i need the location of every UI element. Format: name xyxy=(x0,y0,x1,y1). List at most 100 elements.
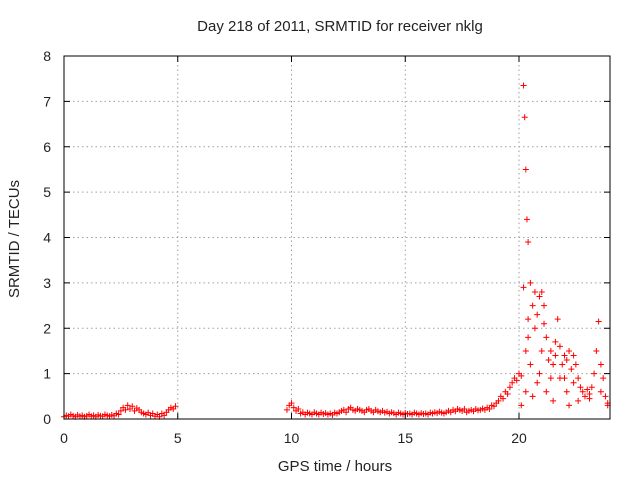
y-tick-label: 4 xyxy=(43,230,51,246)
data-point xyxy=(563,388,570,395)
data-point xyxy=(545,357,552,364)
data-point xyxy=(600,375,607,382)
data-point xyxy=(556,375,563,382)
x-tick-label: 0 xyxy=(60,430,68,446)
data-point xyxy=(575,375,582,382)
data-point xyxy=(568,366,575,373)
x-tick-label: 15 xyxy=(397,430,413,446)
data-point xyxy=(288,400,295,407)
data-point xyxy=(531,288,538,295)
data-point xyxy=(531,325,538,332)
x-tick-label: 20 xyxy=(511,430,527,446)
data-point xyxy=(521,114,528,121)
data-point xyxy=(513,377,520,384)
data-point xyxy=(527,361,534,368)
data-point xyxy=(525,316,532,323)
data-point xyxy=(523,216,530,223)
data-point xyxy=(552,338,559,345)
data-point xyxy=(536,293,543,300)
y-tick-label: 8 xyxy=(43,48,51,64)
data-point xyxy=(461,406,468,413)
data-point xyxy=(522,347,529,354)
data-point xyxy=(584,386,591,393)
data-point xyxy=(495,397,502,404)
y-tick-label: 6 xyxy=(43,139,51,155)
data-point xyxy=(597,361,604,368)
data-point xyxy=(504,391,511,398)
data-point xyxy=(581,393,588,400)
data-point xyxy=(588,384,595,391)
data-point xyxy=(595,318,602,325)
data-point xyxy=(161,412,168,419)
data-point xyxy=(602,393,609,400)
data-point xyxy=(566,402,573,409)
data-point xyxy=(543,388,550,395)
y-tick-label: 5 xyxy=(43,184,51,200)
data-point xyxy=(527,279,534,286)
data-point xyxy=(563,357,570,364)
data-point xyxy=(283,406,290,413)
data-point xyxy=(525,334,532,341)
data-point xyxy=(522,388,529,395)
data-point xyxy=(597,388,604,395)
data-point xyxy=(543,334,550,341)
data-point xyxy=(486,406,493,413)
data-point xyxy=(536,370,543,377)
data-point xyxy=(572,361,579,368)
data-point xyxy=(522,166,529,173)
data-point xyxy=(509,379,516,386)
data-point xyxy=(525,239,532,246)
data-point xyxy=(115,411,122,418)
data-point xyxy=(561,352,568,359)
data-point xyxy=(559,361,566,368)
data-point xyxy=(566,347,573,354)
chart-title: Day 218 of 2011, SRMTID for receiver nkl… xyxy=(197,18,483,35)
data-point xyxy=(500,395,507,402)
data-point xyxy=(556,343,563,350)
y-axis-title: SRMTID / TECUs xyxy=(6,180,23,298)
x-tick-label: 10 xyxy=(284,430,300,446)
data-point xyxy=(570,379,577,386)
y-tick-label: 3 xyxy=(43,275,51,291)
y-tick-label: 1 xyxy=(43,366,51,382)
data-point xyxy=(547,347,554,354)
data-point xyxy=(295,406,302,413)
data-point xyxy=(579,388,586,395)
data-point xyxy=(520,82,527,89)
data-points xyxy=(61,82,611,420)
data-point xyxy=(534,379,541,386)
data-point xyxy=(124,402,131,409)
y-tick-label: 0 xyxy=(43,411,51,427)
axis-ticks: 0 5 10 15 20 0 1 2 3 4 5 6 7 8 xyxy=(43,48,610,446)
data-point xyxy=(529,302,536,309)
data-point xyxy=(129,403,136,410)
data-point xyxy=(518,372,525,379)
data-point xyxy=(570,352,577,359)
data-point xyxy=(290,404,297,411)
data-point xyxy=(541,302,548,309)
data-point xyxy=(343,409,350,416)
y-tick-label: 7 xyxy=(43,93,51,109)
data-point xyxy=(520,284,527,291)
data-point xyxy=(541,320,548,327)
data-point xyxy=(117,407,124,414)
data-point xyxy=(586,395,593,402)
data-point xyxy=(552,352,559,359)
data-point xyxy=(538,288,545,295)
data-point xyxy=(593,347,600,354)
data-point xyxy=(518,402,525,409)
data-point xyxy=(529,393,536,400)
data-point xyxy=(547,375,554,382)
data-point xyxy=(538,347,545,354)
data-point xyxy=(506,384,513,391)
y-tick-label: 2 xyxy=(43,320,51,336)
data-point xyxy=(490,403,497,410)
data-point xyxy=(577,384,584,391)
data-point xyxy=(122,406,129,413)
data-point xyxy=(172,403,179,410)
data-point xyxy=(550,361,557,368)
data-point xyxy=(534,311,541,318)
x-tick-label: 5 xyxy=(174,430,182,446)
